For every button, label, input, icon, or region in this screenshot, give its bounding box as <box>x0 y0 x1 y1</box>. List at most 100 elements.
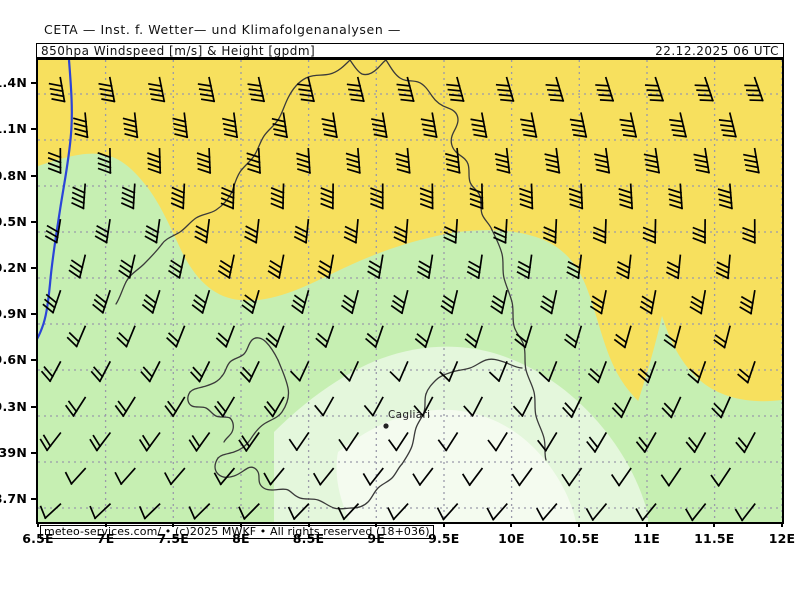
wind-barb <box>42 289 62 314</box>
wind-barb <box>416 254 434 280</box>
wind-barb <box>585 503 608 522</box>
y-axis-tick <box>31 266 36 269</box>
wind-barb <box>188 503 211 520</box>
wind-barb <box>367 254 384 280</box>
wind-barb <box>147 147 162 174</box>
wind-barb <box>362 467 384 486</box>
copyright-notice: meteo-services.com/ • (c)2025 MWKF • All… <box>40 525 434 539</box>
wind-barb <box>642 219 657 244</box>
x-axis-label: 12E <box>768 531 796 546</box>
wind-barb <box>293 218 310 244</box>
wind-barb <box>172 112 189 139</box>
wind-barb <box>148 76 166 103</box>
wind-barb <box>238 503 260 520</box>
institute-title: CETA — Inst. f. Wetter— und Klimafolgena… <box>44 22 402 37</box>
wind-barb <box>618 183 634 210</box>
wind-barb <box>536 503 558 521</box>
wind-barb <box>393 219 409 244</box>
wind-barb <box>339 360 360 382</box>
wind-barb <box>635 503 657 522</box>
x-axis-tick <box>37 522 39 527</box>
wind-barb <box>114 467 136 486</box>
wind-barb <box>586 431 608 453</box>
wind-barb <box>263 396 285 418</box>
wind-barb <box>561 467 583 487</box>
wind-barb <box>566 254 583 280</box>
wind-barb <box>542 219 558 244</box>
wind-barb <box>613 325 632 349</box>
wind-barb <box>744 76 764 102</box>
wind-barb <box>97 147 112 174</box>
valid-datetime: 22.12.2025 06 UTC <box>655 44 779 58</box>
wind-barb <box>39 431 62 452</box>
wind-barb <box>713 325 731 349</box>
wind-barb <box>436 503 459 521</box>
wind-barb <box>439 360 459 383</box>
y-axis-tick <box>31 128 36 131</box>
wind-barb <box>643 147 661 174</box>
y-axis-label: 41.1N <box>0 121 27 137</box>
y-axis-label: 39.9N <box>0 306 27 322</box>
wind-barb <box>488 360 508 383</box>
wind-barb <box>296 147 311 174</box>
wind-barb <box>138 503 161 520</box>
wind-barb <box>197 76 216 103</box>
wind-barb <box>116 325 136 348</box>
wind-barb <box>395 147 411 174</box>
wind-barb <box>44 218 62 244</box>
wind-barb <box>511 467 533 487</box>
wind-barb <box>693 147 710 174</box>
wind-barb <box>420 112 438 138</box>
wind-barb <box>387 431 409 452</box>
wind-barb <box>289 360 310 382</box>
grid-horizontal <box>38 93 782 509</box>
wind-barb <box>244 218 260 244</box>
x-axis-label: 9.5E <box>428 531 460 546</box>
wind-barb <box>144 218 161 244</box>
wind-barb <box>544 147 561 174</box>
wind-barb <box>514 325 533 349</box>
y-axis-label: 41.4N <box>0 75 27 91</box>
wind-barb <box>263 467 285 486</box>
wind-barb <box>314 396 335 417</box>
wind-barb <box>291 289 310 315</box>
wind-barb <box>519 183 534 210</box>
y-axis-tick <box>31 405 36 408</box>
wind-barb <box>321 112 338 139</box>
wind-barb <box>66 325 87 348</box>
x-axis-tick <box>307 522 310 527</box>
wind-barb <box>616 254 632 280</box>
wind-barb <box>94 218 111 244</box>
wind-barb <box>493 219 508 244</box>
wind-barb <box>684 503 707 522</box>
x-axis-tick <box>172 522 175 527</box>
wind-barb <box>238 431 260 453</box>
wind-barb <box>668 183 684 210</box>
wind-barb <box>486 503 508 521</box>
x-axis-label: 10E <box>498 531 525 546</box>
y-axis-tick <box>31 174 36 177</box>
wind-barb <box>445 147 461 174</box>
wind-barb <box>595 76 615 102</box>
wind-barb <box>363 396 384 417</box>
wind-barb <box>166 325 186 348</box>
x-axis-label: 6.5E <box>22 531 54 546</box>
x-axis-label: 10.5E <box>558 531 600 546</box>
y-axis-tick <box>31 82 36 85</box>
wind-barb <box>114 396 136 418</box>
wind-barb <box>271 112 288 139</box>
x-axis-tick <box>104 522 107 527</box>
wind-barb <box>71 183 87 210</box>
band-green-right <box>598 316 782 522</box>
wind-barb <box>715 254 731 280</box>
wind-barb <box>246 147 262 174</box>
wind-barb <box>639 290 657 315</box>
wind-barb <box>611 396 632 419</box>
x-axis-label: 11.5E <box>694 531 735 546</box>
wind-barb <box>466 254 483 280</box>
wind-barb <box>73 112 89 139</box>
wind-barb <box>247 76 265 103</box>
wind-barb <box>288 431 310 452</box>
y-axis-label: 39.6N <box>0 352 27 368</box>
wind-barb <box>718 112 737 138</box>
